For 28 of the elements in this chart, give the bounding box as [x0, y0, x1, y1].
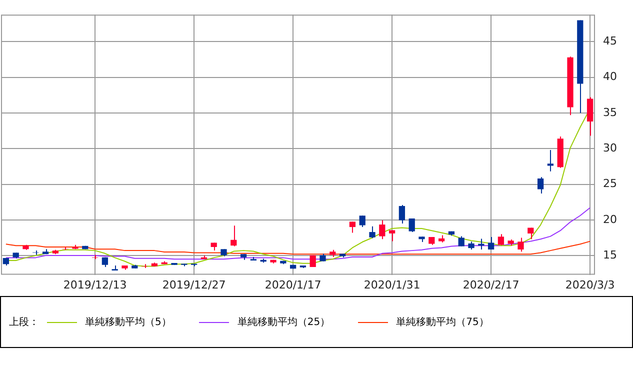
candlestick — [171, 262, 178, 266]
y-tick-label: 45 — [603, 34, 618, 48]
y-tick-label: 30 — [603, 141, 618, 154]
x-tick-label: 2019/12/27 — [162, 278, 226, 292]
legend-label: 単純移動平均（25） — [237, 316, 330, 329]
legend-title: 上段： — [9, 316, 39, 329]
candlestick — [270, 259, 276, 264]
y-tick-label: 20 — [603, 212, 618, 226]
y-tick-label: 15 — [603, 248, 618, 262]
candlestick — [418, 236, 425, 243]
x-tick-label: 2020/3/3 — [565, 278, 615, 292]
candlestick — [122, 265, 128, 270]
legend-label: 単純移動平均（75） — [396, 316, 489, 329]
x-tick-label: 2020/1/17 — [264, 278, 322, 292]
x-tick-label: 2020/2/17 — [462, 278, 520, 292]
y-tick-label: 25 — [603, 177, 618, 190]
x-tick-label: 2019/12/13 — [63, 278, 127, 292]
y-tick-label: 40 — [603, 70, 618, 84]
candlestick — [567, 56, 574, 116]
candlestick — [320, 253, 326, 262]
x-tick-label: 2020/1/31 — [364, 278, 420, 292]
candlestick — [369, 226, 376, 239]
candlestick — [518, 237, 524, 252]
legend-label: 単純移動平均（5） — [85, 316, 172, 329]
candlestick — [141, 264, 148, 269]
candlestick — [300, 265, 306, 269]
candlestick — [72, 244, 78, 250]
y-tick-label: 35 — [603, 106, 618, 119]
